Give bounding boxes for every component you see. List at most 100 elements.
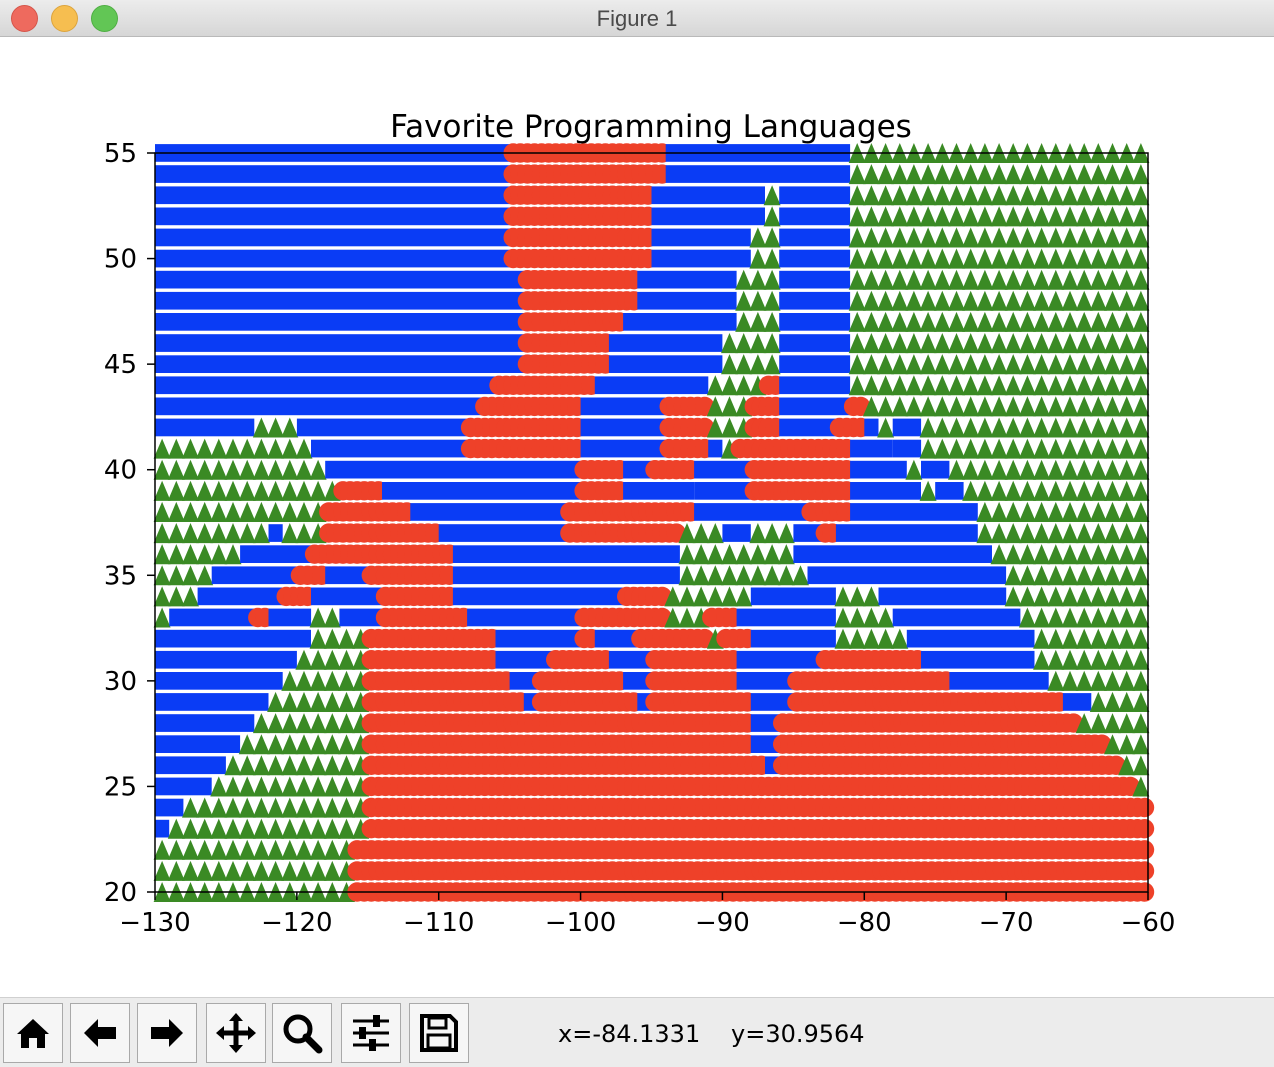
green-triangle-point (1089, 269, 1107, 290)
green-triangle-point (1061, 417, 1079, 438)
back-button[interactable] (70, 1003, 130, 1063)
blue-square-run (580, 397, 666, 416)
red-circle-run (560, 502, 701, 522)
green-triangle-point (182, 565, 199, 586)
green-triangle-point (224, 860, 242, 881)
pan-button[interactable] (206, 1003, 266, 1063)
green-triangle-point (238, 734, 256, 755)
zoom-button[interactable] (272, 1003, 332, 1063)
red-circle-run (503, 206, 658, 226)
green-triangle-point (238, 776, 256, 797)
blue-square-run (807, 566, 1007, 585)
green-triangle-point (862, 248, 880, 269)
green-triangle-point (990, 333, 1008, 354)
green-triangle-point (1104, 670, 1121, 691)
green-triangle-point (1118, 396, 1136, 417)
green-triangle-point (1104, 734, 1121, 755)
save-button[interactable] (409, 1003, 469, 1063)
red-circle-run (773, 755, 1126, 775)
green-triangle-point (1047, 565, 1065, 586)
blue-square-run (211, 566, 297, 585)
scatter-chart[interactable]: −130 −120 −110 −100 −90 −80 −70 −60 20 25 30 35 40 45… (0, 37, 1274, 997)
close-window-button[interactable] (11, 5, 38, 32)
forward-button[interactable] (137, 1003, 197, 1063)
home-button[interactable] (3, 1003, 63, 1063)
green-triangle-point (877, 311, 895, 332)
green-triangle-run (862, 396, 1150, 417)
green-triangle-point (1118, 185, 1136, 206)
green-triangle-point (948, 459, 965, 480)
green-triangle-point (1118, 164, 1136, 185)
blue-square-run (268, 608, 312, 627)
green-triangle-point (1004, 480, 1022, 501)
green-triangle-point (990, 164, 1008, 185)
blue-square-run (608, 650, 652, 669)
green-triangle-point (706, 544, 724, 565)
blue-square-run (155, 693, 269, 711)
green-triangle-point (905, 269, 923, 290)
minimize-window-button[interactable] (51, 5, 78, 32)
red-circle-run (503, 185, 658, 205)
green-triangle-point (153, 523, 171, 544)
green-triangle-run (721, 333, 781, 354)
green-triangle-point (323, 776, 341, 797)
green-triangle-point (1104, 206, 1121, 227)
green-triangle-point (323, 628, 341, 649)
green-triangle-point (182, 438, 199, 459)
green-triangle-point (1075, 480, 1093, 501)
green-triangle-point (338, 691, 355, 712)
green-triangle-point (295, 755, 313, 776)
green-triangle-point (891, 290, 909, 311)
configure-subplots-button[interactable] (341, 1003, 401, 1063)
maximize-window-button[interactable] (91, 5, 118, 32)
green-triangle-point (252, 776, 270, 797)
green-triangle-point (238, 860, 256, 881)
green-triangle-point (309, 734, 327, 755)
green-triangle-point (1104, 713, 1121, 734)
green-triangle-point (962, 248, 980, 269)
green-triangle-point (848, 185, 866, 206)
green-triangle-point (1047, 586, 1065, 607)
green-triangle-point (323, 860, 341, 881)
green-triangle-point (1061, 586, 1079, 607)
blue-square-run (651, 249, 751, 268)
red-circle-run (617, 586, 672, 607)
green-triangle-point (1047, 206, 1065, 227)
green-triangle-point (1104, 649, 1121, 670)
green-triangle-point (1061, 670, 1079, 691)
green-triangle-point (153, 839, 171, 860)
green-triangle-point (1118, 290, 1136, 311)
green-triangle-point (990, 501, 1008, 522)
axes-frame (154, 152, 1149, 893)
green-triangle-point (905, 248, 923, 269)
blue-square-run (155, 249, 510, 268)
green-triangle-point (990, 227, 1008, 248)
green-triangle-point (1004, 311, 1022, 332)
green-triangle-point (1061, 354, 1079, 375)
green-triangle-point (281, 797, 299, 818)
green-triangle-point (678, 565, 696, 586)
green-triangle-point (848, 586, 866, 607)
red-circle-run (517, 270, 644, 290)
green-triangle-point (252, 839, 270, 860)
blue-square-run (651, 228, 751, 247)
green-triangle-point (196, 480, 214, 501)
green-triangle-point (1132, 227, 1150, 248)
figure-canvas[interactable]: −130 −120 −110 −100 −90 −80 −70 −60 20 25 30 35 40 45… (0, 37, 1274, 997)
red-circle-run (361, 671, 516, 691)
green-triangle-point (1104, 375, 1121, 396)
green-triangle-point (706, 586, 724, 607)
green-triangle-point (678, 523, 696, 544)
blue-square-run (779, 313, 851, 331)
red-circle-run (659, 417, 715, 438)
green-triangle-point (1033, 185, 1051, 206)
green-triangle-point (933, 227, 951, 248)
green-triangle-point (749, 523, 767, 544)
green-triangle-run (1004, 586, 1150, 607)
green-triangle-point (749, 269, 767, 290)
green-triangle-point (905, 375, 923, 396)
green-triangle-point (295, 523, 313, 544)
green-triangle-point (1104, 544, 1121, 565)
green-triangle-point (905, 311, 923, 332)
green-triangle-point (1104, 269, 1121, 290)
